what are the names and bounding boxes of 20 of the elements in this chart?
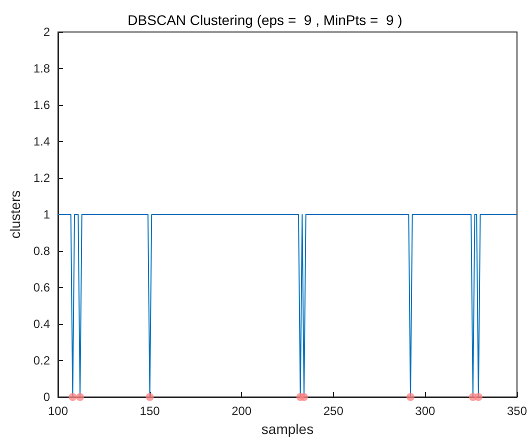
x-tick-label: 350 [506, 404, 528, 418]
y-tick-label: 0 [43, 390, 50, 404]
x-tick-label: 150 [140, 404, 160, 418]
y-tick-label: 0.2 [33, 354, 50, 368]
x-tick-label: 200 [232, 404, 252, 418]
y-tick-label: 0.8 [33, 244, 50, 258]
x-axis-title: samples [261, 420, 314, 437]
y-tick-label: 0.6 [33, 280, 50, 294]
y-tick-label: 1.4 [33, 134, 50, 148]
x-tick-label: 250 [323, 404, 344, 418]
y-tick-label: 0.4 [33, 317, 50, 331]
y-tick-label: 1.6 [33, 98, 50, 112]
chart-title: DBSCAN Clustering (eps = 9 , MinPts = 9 ) [128, 12, 402, 28]
y-axis-title: clusters [7, 190, 23, 239]
y-tick-label: 1 [43, 208, 50, 222]
x-tick-label: 300 [415, 404, 436, 418]
y-tick-label: 1.2 [33, 171, 50, 185]
y-tick-label: 2 [43, 25, 50, 39]
y-tick-label: 1.8 [33, 62, 50, 76]
x-tick-label: 100 [48, 404, 68, 418]
